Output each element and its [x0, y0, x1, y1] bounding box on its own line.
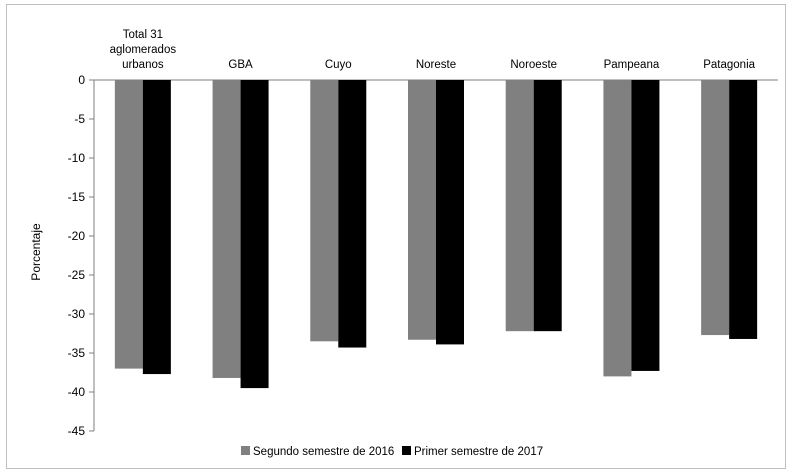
legend-label: Segundo semestre de 2016 — [253, 446, 394, 458]
bar — [310, 80, 339, 342]
bar — [240, 80, 269, 389]
bar — [338, 80, 367, 348]
category-label: Cuyo — [325, 59, 352, 71]
category-label: GBA — [228, 59, 253, 71]
bar — [408, 80, 436, 340]
legend-swatch — [402, 446, 411, 455]
y-tick-label: -5 — [74, 112, 85, 126]
y-axis-label: Porcentaje — [29, 223, 43, 281]
legend-swatch — [241, 446, 250, 455]
y-tick-label: -10 — [68, 151, 86, 165]
y-tick-label: -20 — [68, 229, 86, 243]
y-tick-label: 0 — [78, 73, 85, 87]
axes: 0 -5 -10 -15 -20 -25 -30 -35 -40 -45 — [68, 73, 778, 438]
bar — [436, 80, 464, 345]
category-label: Noreste — [416, 59, 456, 71]
bar — [114, 80, 143, 369]
y-tick-label: -40 — [68, 385, 86, 399]
bar — [631, 80, 660, 371]
category-label: Noroeste — [510, 59, 557, 71]
y-tick-label: -30 — [68, 307, 86, 321]
y-tick-label: -25 — [68, 268, 86, 282]
category-label: urbanos — [122, 59, 164, 71]
bar — [533, 80, 562, 332]
bar — [603, 80, 632, 377]
category-label: Total 31 — [123, 29, 163, 41]
category-label: aglomerados — [110, 44, 177, 56]
y-tick-label: -45 — [68, 424, 86, 438]
legend: Segundo semestre de 2016 Primer semestre … — [241, 446, 543, 458]
bar — [212, 80, 241, 378]
bar — [729, 80, 758, 339]
category-labels: Total 31 aglomerados urbanos GBA Cuyo Noreste… — [110, 29, 756, 71]
y-tick-label: -15 — [68, 190, 86, 204]
bar — [701, 80, 730, 336]
y-tick-label: -35 — [68, 346, 86, 360]
category-label: Patagonia — [703, 59, 755, 71]
category-label: Pampeana — [604, 59, 660, 71]
bars — [114, 80, 758, 389]
legend-label: Primer semestre de 2017 — [414, 446, 543, 458]
bar — [505, 80, 534, 332]
bar — [142, 80, 171, 375]
